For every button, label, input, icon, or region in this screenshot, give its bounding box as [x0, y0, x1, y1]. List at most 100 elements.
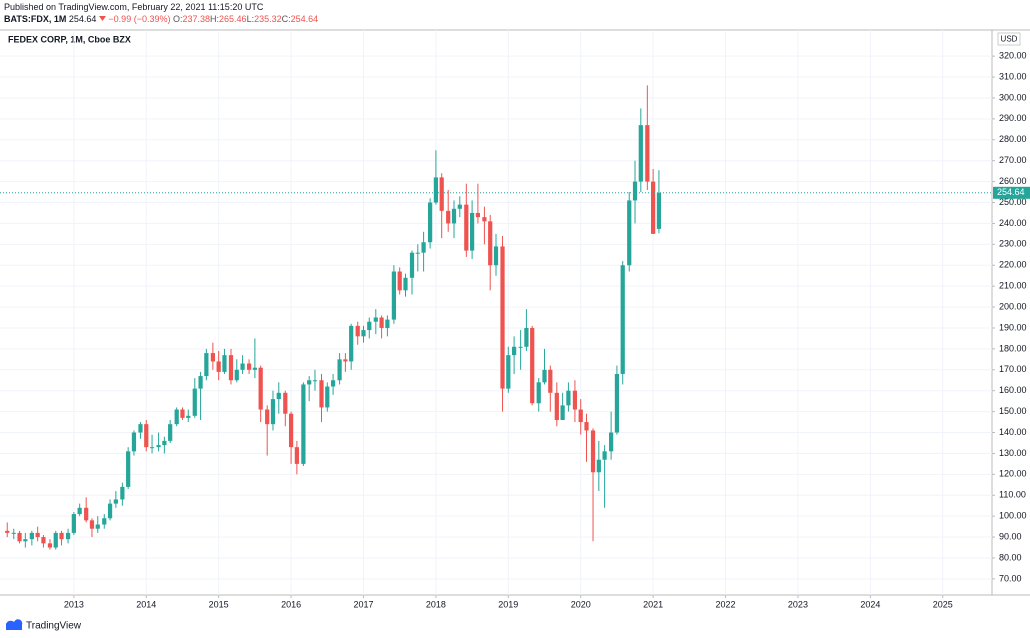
- y-tick-label: 240.00: [999, 218, 1027, 228]
- candle-body: [240, 363, 245, 370]
- candle-body: [102, 518, 107, 525]
- candle-body: [307, 380, 312, 385]
- y-tick-label: 250.00: [999, 197, 1027, 207]
- candle-body: [415, 252, 420, 254]
- candle-body: [548, 369, 553, 393]
- candle-body: [283, 392, 288, 414]
- candle-body: [246, 363, 252, 370]
- candle-body: [656, 192, 662, 229]
- candle-body: [288, 413, 294, 448]
- candle-body: [258, 367, 263, 410]
- candle-body: [156, 445, 161, 448]
- change: −0.99 (−0.39%): [108, 14, 171, 24]
- candle-body: [614, 373, 620, 433]
- candle-body: [524, 327, 529, 347]
- ohlc-label: H:: [210, 14, 220, 24]
- y-tick-label: 140.00: [999, 427, 1027, 437]
- candle-body: [276, 392, 281, 400]
- candle-body: [120, 486, 125, 500]
- candle-body: [113, 499, 118, 504]
- candle-body: [59, 532, 64, 540]
- candle-body: [337, 359, 342, 381]
- header: Published on TradingView.com, February 2…: [4, 1, 318, 25]
- y-tick-label: 280.00: [999, 134, 1027, 144]
- last-price: 254.64: [68, 14, 97, 24]
- candle-body: [391, 271, 397, 320]
- candle-body: [343, 359, 348, 362]
- candle-body: [11, 532, 16, 534]
- candle-body: [373, 317, 378, 322]
- candle-body: [204, 353, 209, 377]
- candle-body: [554, 392, 559, 420]
- candle-body: [361, 330, 366, 337]
- candle-body: [234, 369, 239, 381]
- candle-body: [312, 380, 318, 382]
- candle-body: [168, 424, 173, 441]
- candle-body: [367, 321, 372, 331]
- ohlc-value: 235.32: [254, 14, 282, 24]
- candle-body: [385, 319, 390, 328]
- x-tick-label: 2021: [643, 599, 663, 609]
- x-tick-label: 2014: [136, 599, 156, 609]
- x-tick-label: 2016: [281, 599, 301, 609]
- candle-body: [427, 202, 433, 243]
- candle-body: [446, 210, 451, 224]
- candle-body: [265, 409, 270, 425]
- candle-body: [174, 409, 179, 425]
- x-tick-label: 2025: [933, 599, 953, 609]
- candle-body: [632, 181, 638, 201]
- candle-body: [645, 125, 650, 182]
- candle-body: [500, 246, 505, 389]
- candle-body: [469, 212, 475, 251]
- candle-body: [627, 200, 632, 266]
- candle-body: [149, 447, 155, 449]
- candle-body: [216, 361, 221, 372]
- y-tick-label: 190.00: [999, 322, 1027, 332]
- candle-body: [433, 177, 439, 203]
- ohlc-label: L:: [246, 14, 255, 24]
- down-arrow: [98, 16, 106, 21]
- candle-body: [421, 242, 426, 253]
- candle-body: [77, 507, 82, 515]
- candle-body: [506, 355, 511, 389]
- y-tick-label: 110.00: [999, 490, 1026, 500]
- quote-line: BATS:FDX, 1M 254.64 −0.99 (−0.39%) O:237…: [4, 13, 318, 25]
- x-tick-label: 2017: [353, 599, 373, 609]
- ohlc-value: 237.38: [182, 14, 211, 24]
- x-tick-label: 2013: [64, 599, 84, 609]
- candle-body: [53, 532, 58, 548]
- candle-body: [439, 177, 444, 211]
- candle-body: [23, 539, 28, 542]
- x-tick-label: 2015: [209, 599, 229, 609]
- candle-body: [17, 532, 22, 542]
- candle-body: [349, 325, 354, 362]
- candle-body: [397, 271, 402, 291]
- y-tick-label: 290.00: [999, 113, 1027, 123]
- brand: TradingView: [26, 621, 82, 632]
- candle-body: [488, 221, 493, 266]
- y-tick-label: 320.00: [999, 51, 1027, 61]
- candle-body: [409, 252, 415, 278]
- chart-title: FEDEX CORP, 1M, Cboe BZX: [8, 34, 131, 44]
- candle-body: [578, 409, 583, 423]
- candle-body: [65, 532, 71, 540]
- candle-body: [530, 327, 535, 404]
- candle-body: [162, 440, 167, 446]
- y-tick-label: 70.00: [999, 573, 1022, 583]
- currency: USD: [1001, 35, 1018, 44]
- candle-body: [493, 246, 499, 266]
- candle-body: [482, 217, 487, 222]
- y-tick-label: 180.00: [999, 343, 1027, 353]
- grid: [0, 30, 992, 595]
- candle-body: [47, 543, 53, 548]
- ohlc-label: O:: [172, 14, 183, 24]
- y-tick-label: 260.00: [999, 176, 1027, 186]
- candle-body: [451, 208, 457, 224]
- candle-body: [379, 317, 384, 328]
- candle-body: [107, 503, 113, 519]
- y-tick-label: 130.00: [999, 448, 1027, 458]
- candle-body: [457, 204, 462, 209]
- y-tick-label: 150.00: [999, 406, 1027, 416]
- candle-body: [294, 447, 299, 464]
- candle-body: [5, 530, 10, 533]
